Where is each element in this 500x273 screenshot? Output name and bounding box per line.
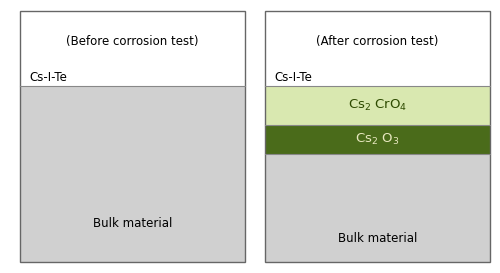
Bar — [265, 125, 490, 154]
Text: Cs$_2$ O$_3$: Cs$_2$ O$_3$ — [356, 132, 400, 147]
Bar — [265, 154, 490, 262]
Text: (After corrosion test): (After corrosion test) — [316, 35, 438, 48]
Text: Cs-I-Te: Cs-I-Te — [274, 71, 312, 84]
Bar — [265, 86, 490, 125]
Bar — [20, 86, 245, 262]
Text: Bulk material: Bulk material — [93, 217, 172, 230]
Text: Bulk material: Bulk material — [338, 232, 417, 245]
Bar — [265, 11, 490, 262]
Text: Cs-I-Te: Cs-I-Te — [29, 71, 67, 84]
Bar — [20, 11, 245, 262]
Bar — [20, 11, 245, 86]
Bar — [265, 11, 490, 86]
Text: (Before corrosion test): (Before corrosion test) — [66, 35, 198, 48]
Text: Cs$_2$ CrO$_4$: Cs$_2$ CrO$_4$ — [348, 98, 407, 113]
